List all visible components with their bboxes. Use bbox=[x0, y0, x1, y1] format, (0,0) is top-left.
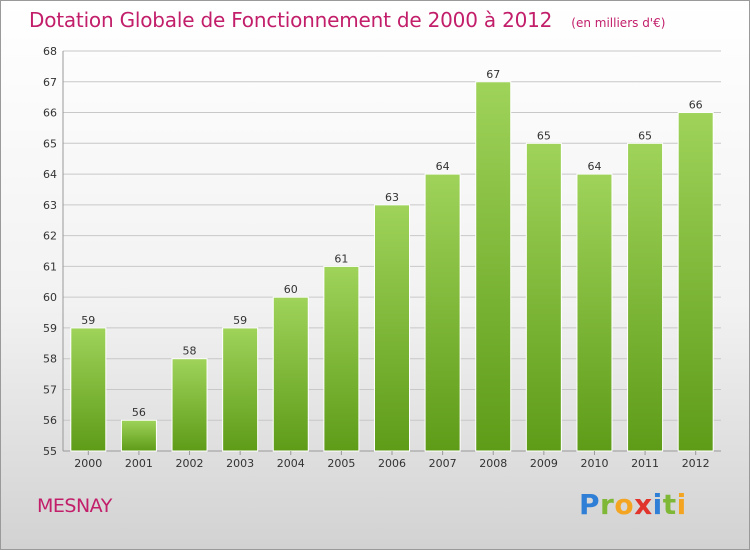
y-tick-label: 67 bbox=[43, 76, 57, 89]
x-tick-label: 2009 bbox=[530, 457, 558, 470]
data-label: 65 bbox=[537, 129, 551, 142]
y-tick-label: 55 bbox=[43, 445, 57, 458]
y-tick-label: 57 bbox=[43, 383, 57, 396]
data-label: 64 bbox=[436, 160, 450, 173]
logo-letter: P bbox=[579, 488, 601, 521]
bar bbox=[424, 173, 461, 452]
bar bbox=[374, 204, 410, 452]
logo-letter: o bbox=[614, 488, 635, 521]
title-row: Dotation Globale de Fonctionnement de 20… bbox=[29, 8, 665, 32]
data-label: 60 bbox=[284, 283, 298, 296]
x-tick-label: 2008 bbox=[479, 457, 507, 470]
x-tick-label: 2005 bbox=[327, 457, 355, 470]
data-label: 59 bbox=[81, 314, 95, 327]
bar bbox=[677, 112, 714, 452]
bar bbox=[576, 173, 613, 452]
x-tick-label: 2000 bbox=[74, 457, 102, 470]
proxiti-logo: Proxiti bbox=[579, 488, 687, 521]
x-tick-label: 2007 bbox=[429, 457, 457, 470]
data-label: 64 bbox=[587, 160, 601, 173]
logo-letter: i bbox=[652, 488, 663, 521]
data-label: 67 bbox=[486, 68, 500, 81]
data-label: 61 bbox=[334, 252, 348, 265]
y-tick-label: 56 bbox=[43, 414, 57, 427]
x-tick-label: 2012 bbox=[682, 457, 710, 470]
x-tick-label: 2006 bbox=[378, 457, 406, 470]
commune-name: MESNAY bbox=[37, 495, 112, 517]
bar bbox=[525, 142, 562, 452]
bar bbox=[272, 296, 309, 452]
data-label: 58 bbox=[183, 345, 197, 358]
y-tick-label: 61 bbox=[43, 260, 57, 273]
logo-letter: x bbox=[634, 488, 653, 521]
y-tick-label: 60 bbox=[43, 291, 57, 304]
x-tick-label: 2001 bbox=[125, 457, 153, 470]
data-label: 59 bbox=[233, 314, 247, 327]
bar bbox=[323, 265, 360, 452]
x-tick-label: 2004 bbox=[277, 457, 305, 470]
y-tick-label: 66 bbox=[43, 107, 57, 120]
data-label: 56 bbox=[132, 406, 146, 419]
x-tick-label: 2003 bbox=[226, 457, 254, 470]
y-tick-label: 68 bbox=[43, 45, 57, 58]
logo-letter: i bbox=[676, 488, 687, 521]
logo-letter: r bbox=[600, 488, 615, 521]
bar bbox=[70, 327, 107, 452]
x-tick-label: 2010 bbox=[580, 457, 608, 470]
bar bbox=[120, 419, 157, 452]
x-tick-label: 2011 bbox=[631, 457, 659, 470]
y-tick-label: 59 bbox=[43, 322, 57, 335]
y-tick-label: 65 bbox=[43, 137, 57, 150]
bar bbox=[627, 142, 664, 452]
y-tick-label: 63 bbox=[43, 199, 57, 212]
data-label: 66 bbox=[689, 99, 703, 112]
logo-letter: t bbox=[662, 488, 677, 521]
data-label: 65 bbox=[638, 129, 652, 142]
bar bbox=[222, 327, 259, 452]
bar bbox=[171, 358, 208, 452]
bar bbox=[475, 81, 512, 452]
data-label: 63 bbox=[385, 191, 399, 204]
x-tick-label: 2002 bbox=[176, 457, 204, 470]
y-tick-label: 62 bbox=[43, 230, 57, 243]
y-tick-label: 64 bbox=[43, 168, 57, 181]
chart-title: Dotation Globale de Fonctionnement de 20… bbox=[29, 8, 553, 32]
chart-subtitle: (en milliers d'€) bbox=[571, 16, 666, 30]
y-tick-label: 58 bbox=[43, 353, 57, 366]
